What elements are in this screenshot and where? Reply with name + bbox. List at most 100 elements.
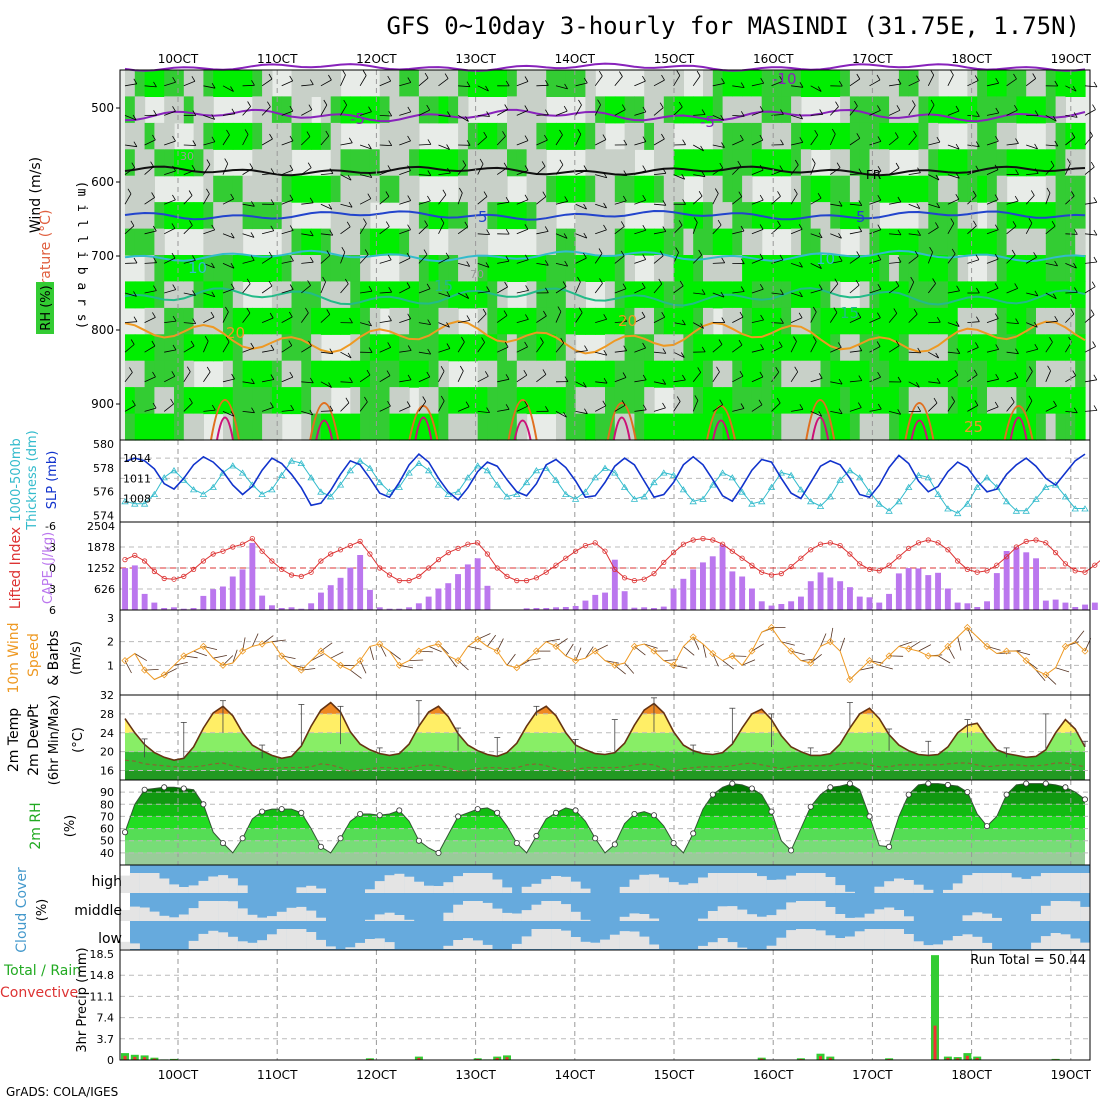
rh-cell: [977, 413, 988, 441]
contour-label-15: 15: [840, 304, 859, 322]
rh-cell: [134, 96, 146, 124]
lifted-index-point: [759, 569, 765, 575]
rh-cell: [448, 202, 459, 230]
date-label-bottom: 16OCT: [753, 1068, 794, 1082]
wind-barb: [301, 167, 312, 175]
rh-cell: [1016, 96, 1027, 124]
wind-barb: [496, 167, 508, 175]
wind-barb: [712, 144, 725, 148]
lifted-index-point: [122, 556, 128, 563]
cape-bar: [1062, 602, 1069, 610]
cloud-cell: [306, 932, 317, 949]
wind-barb: [203, 115, 215, 120]
wind-barb: [144, 376, 156, 383]
contour-10: [124, 249, 1086, 263]
rh-cell: [291, 360, 302, 388]
contour-30: [216, 416, 234, 441]
rh-cell: [722, 122, 733, 150]
wind-barb-flag: [700, 323, 704, 329]
rh-cell: [526, 387, 537, 415]
wind-barb: [986, 140, 999, 146]
wind-barb-flag: [897, 78, 902, 85]
rh-cell: [183, 387, 195, 415]
lifted-index-point: [641, 576, 647, 582]
rh-cell: [810, 122, 822, 150]
li-tick-label: -6: [45, 520, 56, 533]
rh-cell: [330, 228, 342, 256]
wind-barb: [242, 347, 254, 353]
wind-barb-flag: [740, 258, 745, 264]
wind-barb: [614, 377, 627, 383]
wind-barb: [751, 348, 764, 353]
rh-cell: [820, 228, 831, 256]
wind-barb-flag: [661, 74, 665, 81]
date-label-bottom: 13OCT: [455, 1068, 496, 1082]
rh-cell: [467, 255, 479, 282]
rh2m-point: [1062, 784, 1069, 791]
rh-cell: [291, 281, 302, 309]
wind-barb: [418, 109, 430, 116]
rh-cell: [174, 413, 185, 441]
precip-ylabel-conv: Convective: [0, 985, 78, 1001]
wind-barb: [1065, 263, 1077, 269]
rh-cell: [771, 413, 782, 441]
wind-barb-flag: [343, 99, 348, 106]
thickness-point: [346, 467, 355, 474]
wind-barb-flag: [309, 256, 314, 263]
wind-barb-flag: [1014, 372, 1019, 378]
rh-cell: [977, 281, 988, 309]
rh-cell: [565, 122, 577, 150]
rh-cell: [595, 360, 606, 388]
wind-barb-flag: [484, 371, 489, 377]
wind-barb-flag: [658, 278, 663, 285]
rh-cell: [418, 281, 430, 309]
rh-cell: [996, 360, 1008, 388]
rh-cell: [673, 334, 684, 362]
rh-cell: [232, 413, 244, 441]
cloud-cell: [991, 873, 1002, 893]
rh-cell: [605, 360, 616, 388]
rh-cell: [751, 228, 763, 256]
contour-30: [414, 416, 433, 441]
rh-cell: [663, 360, 675, 388]
cape-bar: [347, 567, 354, 610]
wind-barb-flag: [1070, 190, 1075, 197]
wind-barb: [947, 290, 960, 294]
wind-barb: [849, 407, 862, 412]
wind-barb: [203, 409, 216, 412]
cloud-cell: [756, 916, 767, 921]
wind-barb-flag: [387, 254, 392, 261]
rh-cell: [350, 255, 361, 282]
lifted-index-point: [543, 569, 549, 575]
wind-barb: [320, 104, 328, 116]
wind-barb: [653, 107, 664, 116]
wind-barb-flag: [776, 397, 781, 404]
wind-barb-flag: [152, 225, 157, 232]
rh-cell: [751, 255, 763, 282]
wind-barb-flag: [1010, 396, 1015, 403]
cloud-cell: [188, 940, 199, 949]
rh-cell: [634, 307, 645, 335]
rh-cell: [830, 307, 841, 335]
temp-ylabel-1: 2m Temp: [6, 708, 22, 772]
rh-cell: [546, 122, 557, 150]
lifted-index-point: [788, 563, 794, 570]
rh-cell: [281, 334, 293, 362]
wind-barb-flag: [251, 378, 255, 384]
rh-cell: [418, 228, 430, 256]
cloud-cell: [129, 943, 140, 949]
wind-barb: [790, 371, 799, 383]
wind-barb: [653, 255, 664, 264]
wind-barb-flag: [583, 165, 588, 171]
rh-cell: [849, 387, 861, 415]
rh-cell: [330, 202, 342, 230]
rh-cell: [174, 96, 185, 124]
rh-cell: [1026, 413, 1037, 441]
wind-barb-flag: [328, 203, 333, 210]
wind-barb-flag: [913, 308, 918, 315]
rh-cell: [849, 334, 861, 362]
wind-barb: [732, 85, 745, 88]
cloud-cell: [776, 879, 787, 893]
rh-cell: [193, 281, 204, 309]
wind-barb-flag: [1093, 81, 1098, 88]
